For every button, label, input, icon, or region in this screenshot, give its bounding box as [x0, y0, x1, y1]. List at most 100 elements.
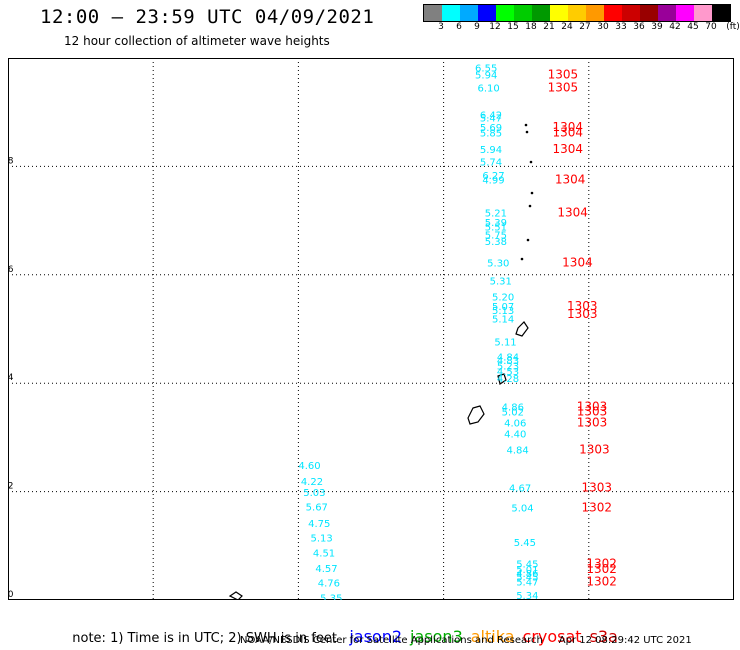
color-swatch	[658, 5, 676, 21]
color-swatch	[514, 5, 532, 21]
swh-value: 4.06	[504, 419, 526, 430]
color-scale-tick: 18	[525, 22, 537, 32]
swh-value: 5.13	[311, 533, 333, 544]
wave-height-map: 2018161412101351381411441471506.555.946.…	[8, 58, 734, 600]
time-label: 1304	[553, 142, 584, 156]
island-dot	[530, 191, 534, 195]
time-label: 1304	[553, 120, 584, 134]
footer-timestamp: Apr 12 08:29:42 UTC 2021	[558, 635, 692, 646]
color-scale-tick: 27	[579, 22, 591, 32]
time-label: 1303	[577, 405, 608, 419]
color-swatch	[460, 5, 478, 21]
time-label: 1303	[577, 416, 608, 430]
color-scale-tick: 33	[615, 22, 627, 32]
lat-tick-label: 12	[8, 482, 13, 492]
footer-credit: NOAA/NESDIS Center for Satellite Applica…	[240, 635, 543, 646]
color-swatch	[550, 5, 568, 21]
lat-tick-label: 14	[8, 373, 14, 383]
time-label: 1304	[557, 205, 588, 219]
guam-outline	[467, 405, 485, 425]
chart-title: 12:00 – 23:59 UTC 04/09/2021	[40, 6, 375, 28]
color-swatch	[712, 5, 730, 21]
time-label: 1303	[567, 299, 598, 313]
swh-value: 5.45	[516, 572, 538, 583]
swh-value: 4.76	[318, 578, 340, 589]
swh-value: 4.86	[502, 402, 524, 413]
swh-value: 5.69	[480, 123, 502, 134]
map-frame	[8, 58, 734, 600]
island-dot	[528, 204, 532, 208]
swh-value: 5.94	[480, 145, 502, 156]
swh-value: 5.14	[492, 314, 514, 325]
swh-value: 4.22	[301, 477, 323, 488]
swh-value: 5.38	[485, 237, 507, 248]
color-swatch	[622, 5, 640, 21]
color-scale-tick: 12	[489, 22, 501, 32]
color-scale-tick: 15	[507, 22, 519, 32]
color-scale-tick: 42	[669, 22, 681, 32]
time-label: 1302	[586, 562, 617, 576]
legend-note: note: 1) Time is in UTC; 2) SWH is in fe…	[72, 631, 337, 646]
time-label: 1304	[553, 126, 584, 140]
swh-value: 5.31	[490, 277, 512, 288]
swh-value: 5.04	[511, 504, 533, 515]
time-label: 1303	[567, 307, 598, 321]
color-swatch	[532, 5, 550, 21]
color-scale-tick: 39	[651, 22, 663, 32]
swh-value: 5.47	[516, 577, 538, 588]
color-scale-tick: 24	[561, 22, 573, 32]
swh-value: 5.34	[516, 591, 538, 600]
color-swatch	[640, 5, 658, 21]
satellite-legend-jason2: jason2	[349, 627, 403, 646]
color-swatch	[604, 5, 622, 21]
color-scale-tick: 45	[687, 22, 699, 32]
color-swatch	[496, 5, 514, 21]
lat-tick-label: 16	[8, 265, 14, 275]
color-swatch	[586, 5, 604, 21]
legend: note: 1) Time is in UTC; 2) SWH is in fe…	[64, 612, 626, 646]
time-label: 1302	[586, 556, 617, 570]
swh-value: 6.27	[482, 171, 504, 182]
swh-value: 5.85	[480, 129, 502, 140]
time-label: 1302	[582, 501, 613, 515]
swh-value: 6.55	[475, 64, 497, 75]
swh-value: 6.10	[477, 84, 499, 95]
chart-subtitle: 12 hour collection of altimeter wave hei…	[64, 34, 330, 48]
swh-value: 4.28	[497, 374, 519, 385]
lat-tick-label: 18	[8, 156, 14, 166]
swh-value: 5.35	[320, 594, 342, 600]
swh-value: 5.51	[485, 222, 507, 233]
swh-value: 5.02	[502, 408, 524, 419]
swh-value: 5.11	[494, 337, 516, 348]
swh-value: 5.74	[480, 157, 502, 168]
color-swatch	[478, 5, 496, 21]
color-scale-tick: 70	[705, 22, 717, 32]
ulithi-outline	[228, 591, 243, 600]
color-scale-tick: 21	[543, 22, 555, 32]
swh-value: 5.47	[480, 113, 502, 124]
swh-value: 4.67	[509, 484, 531, 495]
color-scale-tick: 30	[597, 22, 609, 32]
time-label: 1305	[548, 68, 579, 82]
swh-value: 5.30	[487, 259, 509, 270]
swh-value: 5.75	[485, 230, 507, 241]
time-label: 1303	[582, 481, 613, 495]
swh-value: 4.75	[308, 519, 330, 530]
rota-outline	[497, 373, 507, 385]
swh-value: 5.94	[475, 71, 497, 82]
swh-value: 4.84	[507, 446, 529, 457]
color-swatch	[676, 5, 694, 21]
satellite-legend-altika: altika	[470, 627, 515, 646]
color-scale-tick: 36	[633, 22, 645, 32]
swh-value: 5.67	[306, 503, 328, 514]
satellite-legend: jason2 jason3 altika cryosat s3a	[349, 627, 626, 646]
swh-value: 4.86	[516, 569, 538, 580]
island-dot	[526, 238, 530, 242]
swh-value: 4.40	[504, 429, 526, 440]
swh-value: 4.51	[313, 549, 335, 560]
time-label: 1304	[555, 173, 586, 187]
swh-value: 5.45	[516, 559, 538, 570]
swh-value: 5.21	[485, 208, 507, 219]
time-label: 1305	[548, 81, 579, 95]
swh-value: 4.99	[482, 176, 504, 187]
